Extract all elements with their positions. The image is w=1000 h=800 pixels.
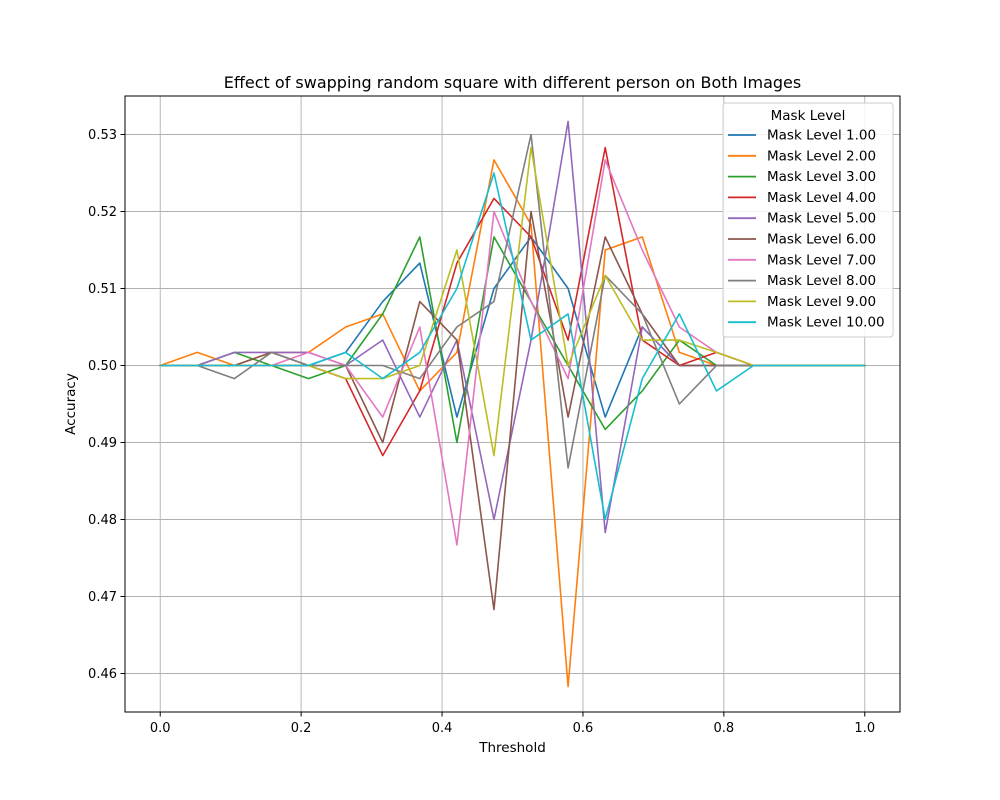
x-axis-label: Threshold: [478, 740, 546, 756]
x-tick-label: 1.0: [854, 721, 875, 736]
y-tick-label: 0.49: [88, 436, 117, 451]
y-tick-label: 0.47: [88, 590, 117, 605]
x-tick-label: 0.6: [573, 721, 594, 736]
legend-box: [722, 102, 894, 338]
x-tick-label: 0.8: [714, 721, 735, 736]
legend-item-label-7: Mask Level 7.00: [767, 252, 876, 268]
legend-items: Mask Level 1.00 Mask Level 2.00 Mask Level…: [728, 128, 885, 331]
y-tick-label: 0.50: [88, 359, 117, 374]
y-tick-label: 0.52: [88, 205, 117, 220]
legend-item-label-8: Mask Level 8.00: [767, 273, 876, 289]
legend-item-label-6: Mask Level 6.00: [767, 232, 876, 248]
x-tick-label: 0.2: [291, 721, 312, 736]
legend-item-label-10: Mask Level 10.00: [767, 315, 885, 331]
axis-ticks: 0.0 0.2 0.4 0.6 0.8 1.0 0.46 0.47 0.48 0.49 0.50 0.…: [88, 128, 875, 736]
chart-title: Effect of swapping random square with di…: [224, 73, 801, 92]
legend-item-label-2: Mask Level 2.00: [767, 148, 876, 164]
y-tick-label: 0.51: [88, 282, 117, 297]
x-tick-label: 0.0: [150, 721, 171, 736]
legend-item-label-5: Mask Level 5.00: [767, 211, 876, 227]
series-line-10: [159, 172, 866, 521]
y-tick-label: 0.48: [88, 513, 117, 528]
x-tick-label: 0.4: [432, 721, 453, 736]
y-axis-label: Accuracy: [63, 373, 79, 435]
series-line-8: [159, 133, 866, 469]
legend-item-label-4: Mask Level 4.00: [767, 190, 876, 206]
y-tick-label: 0.53: [88, 128, 117, 143]
plot-frame: [124, 95, 901, 713]
legend-item-label-1: Mask Level 1.00: [767, 128, 876, 144]
series-lines: [159, 120, 866, 688]
legend-title: Mask Level: [771, 108, 846, 124]
legend: Mask Level Mask Level 1.00 Mask Level 2.0…: [722, 102, 894, 338]
legend-item-label-9: Mask Level 9.00: [767, 294, 876, 310]
legend-item-label-3: Mask Level 3.00: [767, 169, 876, 185]
y-tick-label: 0.46: [88, 667, 117, 682]
